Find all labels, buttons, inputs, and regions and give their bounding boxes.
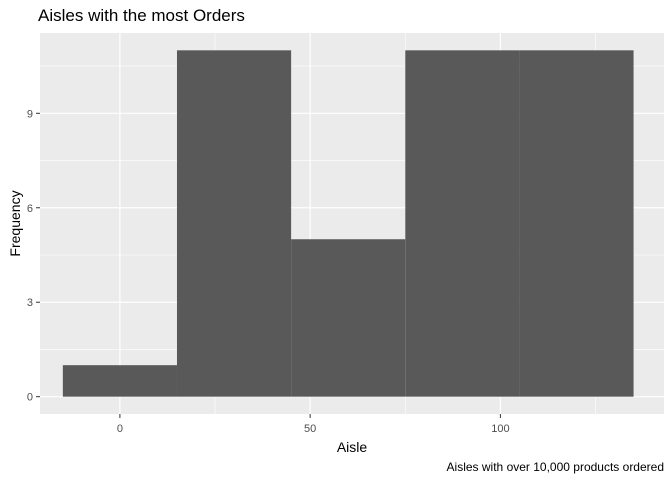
histogram-bar-4	[519, 50, 634, 397]
x-tick-label: 100	[491, 423, 509, 435]
chart-title: Aisles with the most Orders	[38, 6, 245, 25]
histogram-bar-0	[62, 365, 177, 397]
y-tick-label: 6	[27, 203, 33, 215]
histogram-bar-1	[176, 50, 292, 397]
histogram-bar-3	[405, 50, 520, 397]
y-tick-label: 3	[27, 297, 33, 309]
y-tick-label: 0	[27, 392, 33, 404]
chart-caption: Aisles with over 10,000 products ordered	[446, 460, 664, 474]
x-tick-label: 0	[117, 423, 123, 435]
histogram-bars	[62, 50, 634, 397]
x-tick-label: 50	[304, 423, 316, 435]
histogram-bar-2	[291, 239, 406, 397]
y-tick-label: 9	[27, 108, 33, 120]
x-axis-title: Aisle	[337, 439, 368, 455]
axis-ticks: 0 50 100 0 3 6 9	[27, 108, 510, 435]
y-axis-title: Frequency	[7, 190, 23, 256]
